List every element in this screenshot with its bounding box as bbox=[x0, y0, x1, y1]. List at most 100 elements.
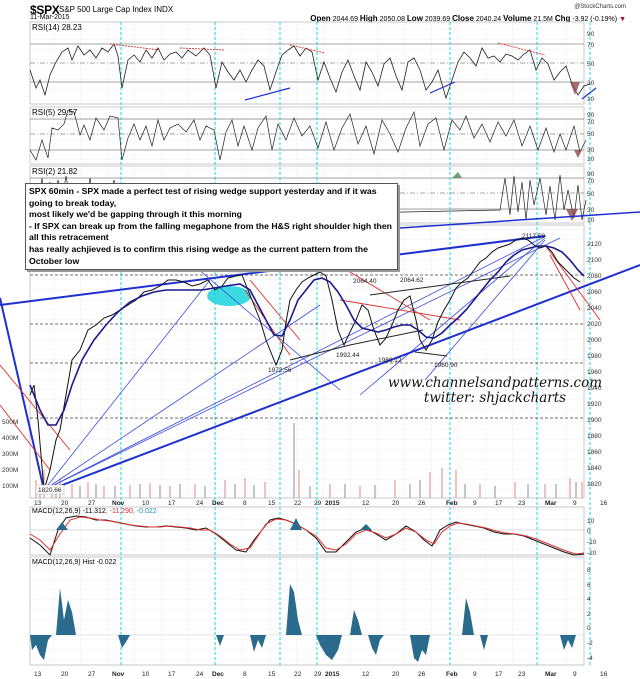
svg-text:90: 90 bbox=[587, 112, 595, 119]
rsi14-trend-arrows bbox=[244, 81, 597, 101]
svg-text:4: 4 bbox=[587, 596, 591, 603]
svg-text:-20: -20 bbox=[587, 550, 597, 557]
svg-text:2015: 2015 bbox=[325, 500, 340, 507]
close-label: Close bbox=[452, 14, 474, 23]
svg-text:Dec: Dec bbox=[212, 500, 224, 507]
svg-text:17: 17 bbox=[495, 671, 503, 678]
close-value: 2040.24 bbox=[475, 16, 502, 23]
svg-text:Nov: Nov bbox=[112, 671, 125, 678]
svg-text:70: 70 bbox=[587, 119, 595, 126]
svg-text:13: 13 bbox=[34, 500, 42, 507]
x-axis-labels: 13 20 27 Nov 10 17 24 Dec 8 15 22 29 2015 12 20 26 Feb 9 1… bbox=[34, 500, 608, 678]
svg-text:10: 10 bbox=[142, 500, 150, 507]
hist-panel bbox=[29, 556, 585, 666]
svg-text:29: 29 bbox=[314, 500, 322, 507]
svg-text:8: 8 bbox=[243, 671, 247, 678]
svg-text:27: 27 bbox=[88, 500, 96, 507]
svg-text:10: 10 bbox=[587, 518, 595, 525]
watermark: www.channelsandpatterns.com twitter: shj… bbox=[380, 376, 610, 406]
svg-text:Feb: Feb bbox=[446, 500, 458, 507]
svg-text:0: 0 bbox=[587, 528, 591, 535]
svg-text:2100: 2100 bbox=[587, 257, 602, 264]
svg-text:20: 20 bbox=[61, 671, 69, 678]
svg-text:15: 15 bbox=[268, 671, 276, 678]
svg-text:1972.56: 1972.56 bbox=[268, 367, 292, 374]
rsi2-overbought-fill bbox=[452, 172, 462, 178]
svg-text:-4: -4 bbox=[587, 655, 593, 662]
svg-text:50: 50 bbox=[587, 191, 595, 198]
instrument-name: S&P 500 Large Cap Index INDX bbox=[59, 5, 173, 14]
svg-text:1840: 1840 bbox=[587, 465, 602, 472]
wedge-trendlines bbox=[0, 235, 640, 493]
fan-lines bbox=[43, 235, 561, 491]
rsi14-label: RSI(14) 28.23 bbox=[32, 23, 82, 32]
svg-text:1900: 1900 bbox=[587, 417, 602, 424]
svg-text:12: 12 bbox=[362, 500, 370, 507]
svg-text:15: 15 bbox=[268, 500, 276, 507]
svg-text:9: 9 bbox=[573, 500, 577, 507]
svg-text:8: 8 bbox=[243, 500, 247, 507]
rsi14-line bbox=[29, 43, 591, 100]
rsi5-panel bbox=[29, 106, 585, 165]
volume-value: 21.5M bbox=[533, 16, 553, 23]
svg-text:-2: -2 bbox=[587, 640, 593, 647]
left-trendline bbox=[0, 297, 45, 491]
svg-text:9: 9 bbox=[473, 671, 477, 678]
svg-text:50: 50 bbox=[587, 131, 595, 138]
svg-text:23: 23 bbox=[518, 500, 526, 507]
svg-text:1820.66: 1820.66 bbox=[38, 487, 62, 494]
svg-text:10: 10 bbox=[587, 96, 595, 103]
svg-text:24: 24 bbox=[196, 500, 204, 507]
highlight-ellipse bbox=[207, 286, 251, 306]
svg-text:Nov: Nov bbox=[112, 500, 125, 507]
svg-text:20: 20 bbox=[61, 500, 69, 507]
svg-text:16: 16 bbox=[600, 500, 608, 507]
svg-text:-10: -10 bbox=[587, 539, 597, 546]
svg-text:400M: 400M bbox=[2, 435, 18, 442]
svg-text:1920: 1920 bbox=[587, 401, 602, 408]
svg-text:6: 6 bbox=[587, 582, 591, 589]
svg-text:70: 70 bbox=[587, 42, 595, 49]
rsi14-divergence-lines bbox=[109, 42, 546, 56]
svg-text:22: 22 bbox=[294, 671, 302, 678]
svg-text:1988.12: 1988.12 bbox=[378, 357, 402, 364]
twitter-watermark: twitter: shjackcharts bbox=[423, 390, 567, 406]
svg-text:9: 9 bbox=[473, 500, 477, 507]
rsi-reference-lines bbox=[30, 43, 584, 210]
svg-text:70: 70 bbox=[587, 178, 595, 185]
symbol: $SPX bbox=[30, 3, 60, 17]
svg-text:13: 13 bbox=[34, 671, 42, 678]
svg-text:90: 90 bbox=[587, 171, 595, 178]
svg-text:24: 24 bbox=[196, 671, 204, 678]
index-name: S&P 500 Large Cap Index bbox=[59, 5, 152, 14]
change-label: Chg bbox=[554, 14, 571, 23]
svg-text:2117.59: 2117.59 bbox=[522, 233, 545, 240]
svg-text:30: 30 bbox=[587, 207, 595, 214]
analysis-note: SPX 60min - SPX made a perfect test of r… bbox=[25, 183, 398, 271]
svg-text:29: 29 bbox=[314, 671, 322, 678]
svg-text:1980.90: 1980.90 bbox=[434, 362, 458, 369]
down-triangle-icon: ▼ bbox=[619, 16, 626, 23]
rsi5-label: RSI(5) 29.57 bbox=[32, 108, 78, 117]
macd-label: MACD(12,26,9) -11.312, -11.290, -0.022 bbox=[32, 508, 157, 515]
svg-text:90: 90 bbox=[587, 31, 595, 38]
svg-text:20: 20 bbox=[392, 671, 400, 678]
svg-text:10: 10 bbox=[587, 217, 595, 224]
svg-text:22: 22 bbox=[294, 500, 302, 507]
note-line-3: - If SPX can break up from the falling m… bbox=[29, 220, 392, 243]
svg-text:1860: 1860 bbox=[587, 449, 602, 456]
rsi2-trendline bbox=[399, 211, 640, 229]
note-line-1: SPX 60min - SPX made a perfect test of r… bbox=[29, 186, 377, 208]
svg-text:30: 30 bbox=[587, 80, 595, 87]
rsi5-line bbox=[29, 109, 587, 161]
svg-text:16: 16 bbox=[600, 671, 608, 678]
macd-value: MACD(12,26,9) -11.312 bbox=[32, 508, 106, 515]
svg-text:1980: 1980 bbox=[587, 353, 602, 360]
low-value: 2039.69 bbox=[424, 16, 451, 23]
hist-bars bbox=[30, 584, 576, 662]
svg-text:1820: 1820 bbox=[587, 481, 602, 488]
svg-text:200M: 200M bbox=[2, 467, 18, 474]
svg-text:Mar: Mar bbox=[545, 500, 557, 507]
svg-text:1960: 1960 bbox=[587, 369, 602, 376]
